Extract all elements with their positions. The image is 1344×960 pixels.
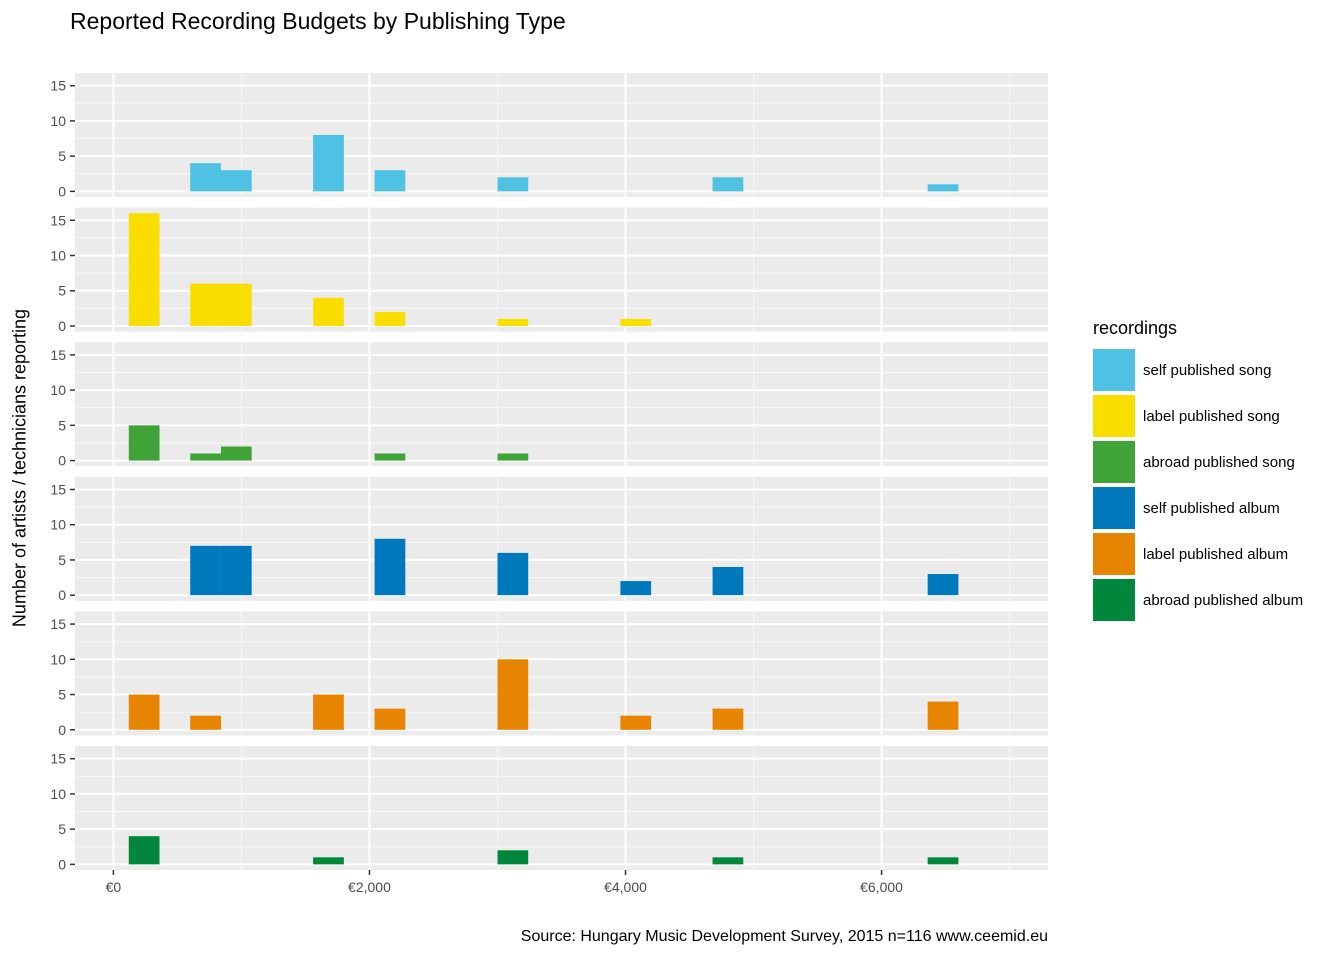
bar-abroad-published-album bbox=[128, 836, 160, 865]
y-tick-label: 0 bbox=[58, 587, 66, 603]
bar-label-published-album bbox=[497, 659, 529, 730]
bar-label-published-song bbox=[128, 213, 160, 326]
bar-label-published-song bbox=[374, 311, 406, 326]
bar-self-published-song bbox=[313, 135, 344, 192]
legend-item: abroad published song bbox=[1093, 439, 1303, 485]
legend-key bbox=[1093, 579, 1135, 621]
y-tick-label: 15 bbox=[50, 751, 66, 767]
y-tick-label: 15 bbox=[50, 347, 66, 363]
y-tick-label: 0 bbox=[58, 318, 66, 334]
bar-abroad-published-song bbox=[220, 446, 252, 461]
bar-self-published-album bbox=[220, 545, 252, 596]
legend-item: self published song bbox=[1093, 347, 1303, 393]
y-tick-label: 5 bbox=[58, 417, 66, 433]
bar-abroad-published-album bbox=[497, 850, 529, 865]
x-tick-label: €6,000 bbox=[860, 879, 903, 895]
y-tick-label: 15 bbox=[50, 616, 66, 632]
bar-label-published-album bbox=[374, 708, 406, 730]
chart-caption: Source: Hungary Music Development Survey… bbox=[520, 928, 1048, 945]
bar-self-published-song bbox=[220, 170, 252, 192]
legend-key bbox=[1093, 487, 1135, 529]
x-tick-label: €4,000 bbox=[604, 879, 647, 895]
y-tick-label: 10 bbox=[50, 248, 66, 264]
legend-item: label published song bbox=[1093, 393, 1303, 439]
legend-label: label published song bbox=[1143, 407, 1280, 425]
bar-abroad-published-album bbox=[712, 857, 744, 865]
bar-label-published-album bbox=[620, 715, 652, 730]
y-tick-label: 0 bbox=[58, 856, 66, 872]
legend-key bbox=[1093, 441, 1135, 483]
bar-self-published-album bbox=[712, 566, 744, 596]
bar-abroad-published-song bbox=[374, 453, 406, 461]
y-tick-label: 0 bbox=[58, 183, 66, 199]
legend-key bbox=[1093, 395, 1135, 437]
x-tick-label: €2,000 bbox=[348, 879, 391, 895]
panel-background-abroad-published-song bbox=[75, 342, 1048, 467]
legend: recordings self published song label publ… bbox=[1093, 318, 1303, 623]
y-tick-label: 0 bbox=[58, 453, 66, 469]
bar-abroad-published-song bbox=[497, 453, 529, 461]
legend-label: self published song bbox=[1143, 361, 1272, 379]
panel-background-label-published-album bbox=[75, 611, 1048, 736]
legend-item: label published album bbox=[1093, 531, 1303, 577]
bar-label-published-song bbox=[220, 283, 252, 326]
y-tick-label: 15 bbox=[50, 78, 66, 94]
bar-self-published-song bbox=[190, 163, 221, 192]
y-tick-label: 0 bbox=[58, 722, 66, 738]
bar-label-published-album bbox=[927, 701, 959, 730]
chart-title: Reported Recording Budgets by Publishing… bbox=[70, 8, 566, 34]
bar-label-published-song bbox=[497, 318, 529, 326]
bar-label-published-song bbox=[620, 318, 652, 326]
y-tick-label: 15 bbox=[50, 481, 66, 497]
bar-self-published-album bbox=[374, 538, 406, 596]
x-tick-label: €0 bbox=[106, 879, 122, 895]
legend-key bbox=[1093, 349, 1135, 391]
bar-self-published-album bbox=[190, 545, 221, 596]
y-tick-label: 10 bbox=[50, 651, 66, 667]
y-tick-label: 5 bbox=[58, 283, 66, 299]
y-tick-label: 5 bbox=[58, 148, 66, 164]
y-tick-label: 10 bbox=[50, 382, 66, 398]
bar-abroad-published-album bbox=[313, 857, 344, 865]
bar-self-published-song bbox=[712, 177, 744, 192]
bar-self-published-song bbox=[374, 170, 406, 192]
bar-label-published-album bbox=[190, 715, 221, 730]
y-tick-label: 5 bbox=[58, 687, 66, 703]
bar-label-published-song bbox=[190, 283, 221, 326]
bar-self-published-song bbox=[497, 177, 529, 192]
y-tick-label: 15 bbox=[50, 212, 66, 228]
bar-label-published-album bbox=[712, 708, 744, 730]
bar-self-published-album bbox=[497, 552, 529, 596]
legend-item: self published album bbox=[1093, 485, 1303, 531]
legend-item: abroad published album bbox=[1093, 577, 1303, 623]
bar-self-published-album bbox=[620, 581, 652, 596]
legend-title: recordings bbox=[1093, 318, 1178, 338]
bar-self-published-song bbox=[927, 184, 959, 192]
y-tick-label: 5 bbox=[58, 821, 66, 837]
y-tick-label: 5 bbox=[58, 552, 66, 568]
panel-background-abroad-published-album bbox=[75, 746, 1048, 870]
y-tick-label: 10 bbox=[50, 517, 66, 533]
bar-label-published-album bbox=[128, 694, 160, 730]
legend-label: self published album bbox=[1143, 499, 1280, 517]
bar-label-published-song bbox=[313, 297, 344, 326]
bar-self-published-album bbox=[927, 574, 959, 596]
legend-label: label published album bbox=[1143, 545, 1289, 563]
legend-label: abroad published song bbox=[1143, 453, 1295, 471]
bar-abroad-published-album bbox=[927, 857, 959, 865]
y-tick-label: 10 bbox=[50, 786, 66, 802]
y-tick-label: 10 bbox=[50, 113, 66, 129]
legend-label: abroad published album bbox=[1143, 591, 1304, 609]
bar-abroad-published-song bbox=[190, 453, 221, 461]
bar-label-published-album bbox=[313, 694, 344, 730]
legend-key bbox=[1093, 533, 1135, 575]
legend-items: self published song label published song a… bbox=[1093, 347, 1303, 623]
bar-abroad-published-song bbox=[128, 425, 160, 461]
